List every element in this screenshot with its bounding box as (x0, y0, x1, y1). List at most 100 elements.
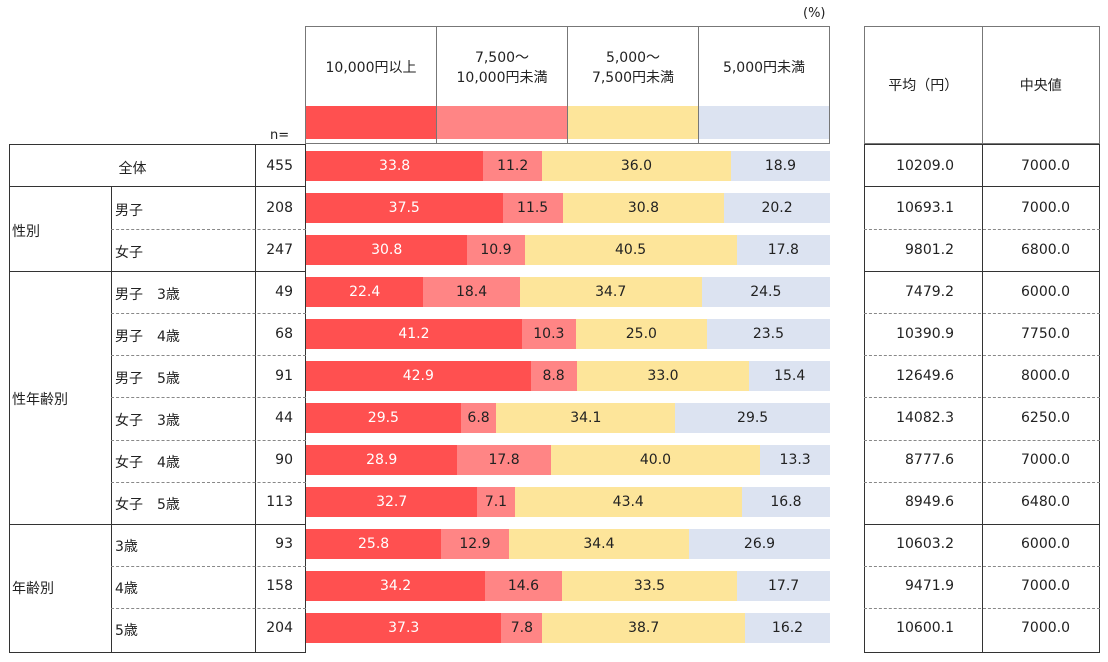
row-label: 男子 4歳 (115, 329, 180, 345)
bar-row: 42.9 8.8 33.0 15.4 (306, 361, 830, 391)
n-value: 90 (275, 452, 293, 468)
median-value: 8000.0 (1021, 368, 1070, 384)
n-value: 158 (266, 578, 293, 594)
row-label: 男子 3歳 (115, 287, 180, 303)
bar-segment: 29.5 (306, 403, 461, 433)
row-label: 男子 5歳 (115, 371, 180, 387)
bar-segment: 7.1 (477, 487, 515, 517)
n-value: 204 (266, 620, 293, 636)
bar-segment: 17.7 (737, 571, 830, 601)
legend-swatch (437, 106, 567, 139)
median-value: 6480.0 (1021, 494, 1070, 510)
bar-segment: 29.5 (675, 403, 830, 433)
legend-item: 5,000円未満 (699, 27, 829, 143)
mean-value: 7479.2 (905, 284, 954, 300)
bar-row: 34.2 14.6 33.5 17.7 (306, 571, 830, 601)
bar-segment: 8.8 (530, 361, 577, 391)
bar-row: 41.2 10.3 25.0 23.5 (306, 319, 830, 349)
bar-segment: 10.9 (467, 235, 525, 265)
bar-segment: 18.9 (730, 151, 830, 181)
legend-label: 5,000～ 7,500円未満 (591, 50, 675, 86)
bar-segment: 43.4 (514, 487, 742, 517)
legend-swatch (568, 106, 698, 139)
divider (111, 566, 306, 567)
bar-segment: 30.8 (562, 193, 725, 223)
bar-segment: 17.8 (457, 445, 551, 475)
legend-label: 10,000円以上 (325, 60, 417, 76)
bar-segment: 33.8 (306, 151, 484, 181)
legend-item: 7,500～ 10,000円未満 (437, 27, 568, 143)
legend: 10,000円以上 7,500～ 10,000円未満 5,000～ 7,500円… (305, 26, 830, 144)
row-label: 4歳 (115, 581, 138, 597)
divider (9, 186, 306, 187)
divider (982, 144, 983, 653)
row-label: 男子 (115, 203, 143, 219)
bar-segment: 23.5 (706, 319, 830, 349)
bar-row: 25.8 12.9 34.4 26.9 (306, 529, 830, 559)
bar-segment: 33.0 (576, 361, 750, 391)
divider (111, 608, 306, 609)
bar-segment: 14.6 (485, 571, 562, 601)
legend-item: 5,000～ 7,500円未満 (568, 27, 699, 143)
median-value: 7000.0 (1021, 200, 1070, 216)
bar-segment: 25.0 (575, 319, 707, 349)
mean-value: 10209.0 (896, 158, 954, 174)
divider (864, 229, 1100, 230)
legend-swatch (306, 106, 436, 139)
divider (9, 271, 306, 272)
divider (864, 313, 1100, 314)
bar-segment: 34.4 (508, 529, 690, 559)
bar-segment: 11.2 (483, 151, 543, 181)
divider (9, 524, 306, 525)
unit-label: (%) (803, 6, 826, 21)
bar-segment: 20.2 (724, 193, 830, 223)
bar-segment: 25.8 (306, 529, 442, 559)
median-value: 6250.0 (1021, 410, 1070, 426)
bar-segment: 24.5 (701, 277, 830, 307)
bar-segment: 6.8 (460, 403, 497, 433)
bar-row: 32.7 7.1 43.4 16.8 (306, 487, 830, 517)
bar-row: 37.5 11.5 30.8 20.2 (306, 193, 830, 223)
bar-segment: 37.5 (306, 193, 503, 223)
divider (864, 524, 1100, 525)
bar-segment: 42.9 (306, 361, 531, 391)
divider (111, 313, 306, 314)
mean-value: 9801.2 (905, 242, 954, 258)
divider (111, 440, 306, 441)
bar-segment: 16.8 (741, 487, 830, 517)
median-value: 7000.0 (1021, 158, 1070, 174)
n-value: 208 (266, 200, 293, 216)
divider (864, 271, 1100, 272)
bar-segment: 15.4 (749, 361, 830, 391)
group-label: 性別 (12, 224, 40, 240)
divider (864, 397, 1100, 398)
bar-segment: 40.0 (550, 445, 761, 475)
median-value: 7000.0 (1021, 620, 1070, 636)
bar-segment: 16.2 (745, 613, 830, 643)
n-value: 44 (275, 410, 293, 426)
n-value: 68 (275, 326, 293, 342)
bar-segment: 28.9 (306, 445, 458, 475)
mean-value: 8949.6 (905, 494, 954, 510)
mean-value: 8777.6 (905, 452, 954, 468)
divider (864, 440, 1100, 441)
n-value: 91 (275, 368, 293, 384)
median-value: 7000.0 (1021, 452, 1070, 468)
row-label: 5歳 (115, 623, 138, 639)
n-value: 455 (266, 158, 293, 174)
legend-label: 7,500～ 10,000円未満 (456, 50, 548, 86)
bar-segment: 11.5 (502, 193, 563, 223)
bar-row: 22.4 18.4 34.7 24.5 (306, 277, 830, 307)
n-value: 49 (275, 284, 293, 300)
legend-label: 5,000円未満 (722, 60, 806, 76)
divider (111, 355, 306, 356)
bar-row: 30.8 10.9 40.5 17.8 (306, 235, 830, 265)
legend-item: 10,000円以上 (306, 27, 437, 143)
median-value: 6000.0 (1021, 284, 1070, 300)
n-value: 113 (266, 494, 293, 510)
row-label: 3歳 (115, 539, 138, 555)
row-label: 全体 (118, 161, 147, 177)
bar-segment: 36.0 (542, 151, 731, 181)
median-value: 7750.0 (1021, 326, 1070, 342)
mean-value: 10390.9 (896, 326, 954, 342)
